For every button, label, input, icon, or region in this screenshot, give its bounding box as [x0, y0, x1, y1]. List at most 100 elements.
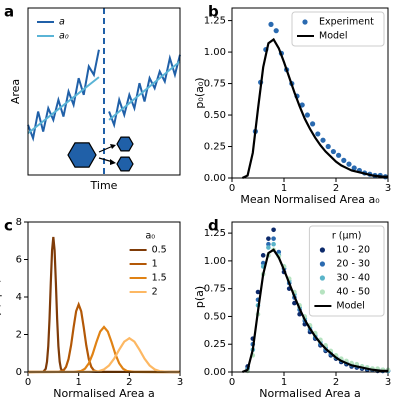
- data-point: [336, 152, 342, 158]
- legend: r (μm) 10 - 20 20 - 30 30 - 40 40 - 50 Model: [308, 225, 385, 317]
- panel-label: a: [4, 3, 14, 21]
- axes-frame: [27, 7, 181, 176]
- y-tick-label: 0.25: [204, 339, 226, 350]
- arrow-head: [110, 144, 116, 149]
- legend-frame: [291, 11, 385, 47]
- legend-label: 20 - 30: [336, 259, 370, 270]
- hexagon-parent: [67, 142, 97, 168]
- panel-label: b: [208, 3, 219, 21]
- y-axis-label: p(a|a₀): [0, 278, 2, 315]
- x-tick-label: 0: [229, 183, 235, 194]
- data-point: [320, 137, 326, 143]
- data-point: [266, 245, 271, 250]
- legend-label: Model: [336, 301, 365, 312]
- series-line: [27, 336, 181, 374]
- data-point: [346, 161, 352, 167]
- x-tick-label: 1: [281, 377, 287, 388]
- y-tick-label: 8: [16, 217, 22, 228]
- x-tick-label: 1: [281, 183, 287, 194]
- legend: a a₀: [37, 17, 69, 42]
- y-tick-label: 0.50: [204, 110, 226, 121]
- data-point: [330, 148, 336, 155]
- cell-division-icon: [67, 8, 134, 175]
- legend-label: 1: [152, 259, 158, 270]
- data-point: [325, 143, 331, 150]
- legend-label: a: [59, 17, 65, 28]
- panel: c Normalised Area a p(a|a₀) 0 1 2 3 0 2 4 6 8 a₀ 0.5 1…: [0, 217, 183, 400]
- plot-area: [27, 236, 181, 374]
- arrow-head: [110, 159, 116, 165]
- y-tick-label: 0.75: [204, 79, 226, 90]
- legend-frame: [308, 225, 385, 317]
- data-point: [292, 300, 297, 306]
- axes-frame: [231, 221, 389, 373]
- panel: a Time Area a a₀: [4, 3, 181, 192]
- y-tick-label: 0.00: [204, 173, 226, 184]
- panel-label: d: [208, 217, 219, 235]
- legend-label: Experiment: [319, 17, 374, 28]
- x-axis-label: Normalised Area a: [259, 387, 360, 400]
- y-tick-label: 0: [16, 367, 22, 378]
- series-line: [241, 37, 388, 179]
- legend-label: 10 - 20: [336, 245, 370, 256]
- plot-area: [241, 21, 388, 180]
- series-line: [27, 49, 181, 142]
- data-point: [266, 241, 271, 247]
- x-tick-label: 3: [385, 377, 391, 388]
- legend-label: 1.5: [152, 273, 167, 284]
- plot-area: [27, 49, 181, 142]
- y-tick-label: 6: [16, 255, 22, 266]
- x-tick-label: 3: [385, 183, 391, 194]
- panel: d Normalised Area a p(a) 0 1 2 3 0.00 0.25 0.50 0.…: [193, 217, 391, 400]
- data-point: [255, 289, 261, 295]
- y-tick-label: 0.25: [204, 142, 226, 153]
- x-tick-label: 0: [25, 377, 31, 388]
- y-tick-label: 1.00: [204, 47, 226, 58]
- data-point: [271, 236, 276, 241]
- y-tick-label: 4: [16, 292, 22, 303]
- data-point: [271, 241, 276, 247]
- x-axis-label: Normalised Area a: [53, 387, 154, 400]
- series-line: [27, 325, 181, 374]
- data-point: [268, 21, 274, 27]
- y-tick-label: 2: [16, 330, 22, 341]
- data-point: [260, 253, 266, 258]
- data-point: [266, 236, 271, 241]
- legend-swatch: [319, 261, 325, 267]
- legend-label: 40 - 50: [336, 287, 370, 298]
- arrow: [98, 145, 114, 153]
- y-tick-label: 1.00: [204, 256, 226, 267]
- x-tick-label: 3: [177, 377, 183, 388]
- data-point: [341, 157, 347, 163]
- x-tick-label: 2: [126, 377, 132, 388]
- legend: a₀ 0.5 1 1.5 2: [129, 231, 167, 298]
- legend-swatch: [319, 275, 325, 281]
- panel-label: c: [4, 217, 13, 235]
- legend: Experiment Model: [291, 11, 385, 47]
- axes-frame: [231, 7, 389, 179]
- legend-title: a₀: [145, 231, 155, 242]
- x-axis-label: Mean Normalised Area a₀: [240, 193, 380, 206]
- axes-frame: [27, 221, 181, 373]
- y-tick-label: 1.25: [204, 16, 226, 27]
- data-point: [315, 131, 321, 137]
- legend-label: 0.5: [152, 245, 167, 256]
- data-point: [271, 227, 276, 233]
- x-tick-label: 0: [229, 377, 235, 388]
- legend-label: 30 - 40: [336, 273, 370, 284]
- data-point: [304, 112, 310, 118]
- legend-label: Model: [319, 31, 348, 42]
- data-point: [351, 165, 357, 171]
- series-line: [27, 301, 181, 374]
- plot-area: [241, 227, 391, 374]
- x-tick-label: 2: [333, 377, 339, 388]
- legend-swatch: [319, 247, 325, 253]
- data-point: [299, 102, 305, 108]
- series-line: [27, 236, 181, 374]
- legend-title: r (μm): [332, 231, 362, 242]
- legend-label: a₀: [59, 31, 69, 42]
- y-tick-label: 0.00: [204, 367, 226, 378]
- y-tick-label: 0.50: [204, 311, 226, 322]
- y-axis-label: Area: [9, 79, 22, 104]
